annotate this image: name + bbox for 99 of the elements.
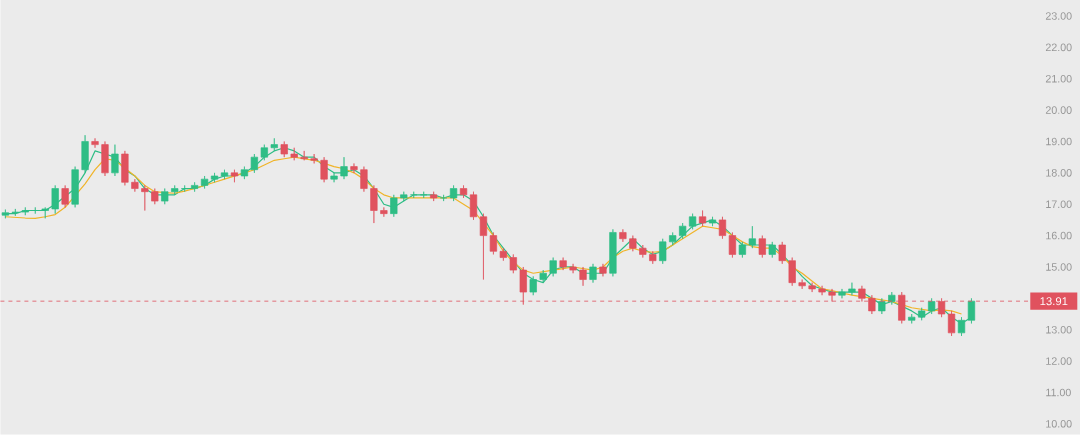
candlestick [449,185,458,202]
candlestick [669,232,677,246]
candlestick [579,266,587,287]
candlestick [91,138,99,149]
candlestick [489,232,498,255]
candlestick [549,257,557,277]
y-tick-label: 12.00 [1046,357,1072,365]
candlestick [41,207,49,219]
candlestick [947,310,956,337]
candlestick [71,166,79,208]
candlestick [430,191,438,202]
candlestick [688,213,697,230]
candlestick [599,263,607,277]
candlestick [619,229,627,243]
candlestick [210,172,219,183]
candlestick [838,288,846,299]
y-tick-label: 21.00 [1045,75,1072,83]
candlestick [708,216,717,227]
candlestick [659,238,667,265]
candlestick [848,282,856,296]
candlestick [639,244,647,258]
candlestick [290,147,298,161]
candlestick [400,191,408,202]
candlestick [240,166,249,180]
candlestick [928,298,936,315]
candlestick [61,185,69,208]
candlestick [300,150,308,161]
y-tick-label: 11.00 [1046,388,1071,397]
candlestick [181,185,189,193]
candlestick [509,254,517,274]
y-tick-label: 20.00 [1045,106,1072,114]
candlestick [499,247,507,262]
candlestick [589,263,597,284]
candlestick [679,222,687,240]
candlestick [818,285,826,296]
candlestick [788,257,796,287]
candlestick [778,241,786,265]
y-tick-label: 23.00 [1045,12,1072,20]
candlestick [320,156,328,183]
candlestick [220,169,229,180]
candlestick [459,185,468,199]
y-tick-label: 22.00 [1045,43,1072,52]
candlestick [918,307,926,321]
candlestick [101,141,109,177]
candlestick [161,188,169,205]
candlestick [191,182,199,193]
candlestick [280,141,288,158]
candlestick [171,185,179,196]
candlestick [629,235,637,252]
candlestick [559,257,567,271]
candlestick [51,185,59,215]
candlestick [569,263,577,274]
candlestick [539,269,547,284]
candlestick [908,313,916,324]
candlestick [439,194,448,202]
candlestick [808,282,816,293]
candlestick [11,208,19,217]
candlestick [310,153,318,164]
candlestick [340,156,348,180]
candlestick [230,169,239,183]
candlestick [121,150,129,186]
y-tick-label: 16.00 [1046,231,1072,240]
candlestick [469,191,478,221]
y-tick-label: 19.00 [1046,137,1072,146]
candlestick [768,241,776,258]
y-tick-label: 15.00 [1046,263,1072,271]
candlestick [728,232,737,258]
candlestick [200,175,209,189]
candlestick [410,191,418,199]
candlestick [31,207,39,215]
candlestick [330,172,338,183]
candlestick [718,216,727,240]
candlestick [131,178,139,193]
candlestick [878,298,886,315]
candlestick [151,188,159,205]
candlestick [370,185,378,224]
candlestick [649,251,657,265]
candlestick [738,241,747,258]
y-tick-label: 10.00 [1046,420,1072,428]
candlestick [529,276,537,296]
y-tick-label: 13.00 [1046,326,1072,334]
candlestick [360,166,368,193]
candlestick [798,279,806,290]
candlestick [380,207,388,218]
candlestick [698,210,707,227]
ref-line-label: 13.91 [1040,297,1068,306]
y-tick-label: 18.00 [1046,169,1072,177]
candlestick [758,235,766,258]
candlestick [250,153,259,174]
candlestick [141,185,149,211]
candlestick [479,213,488,280]
candlestick [390,194,398,218]
candlestick [21,207,29,216]
candlestick [350,163,358,174]
y-tick-label: 17.00 [1046,200,1072,209]
candlestick [609,229,617,277]
candlestick [748,225,756,249]
candlestick [888,291,896,306]
candlestick [420,191,428,199]
